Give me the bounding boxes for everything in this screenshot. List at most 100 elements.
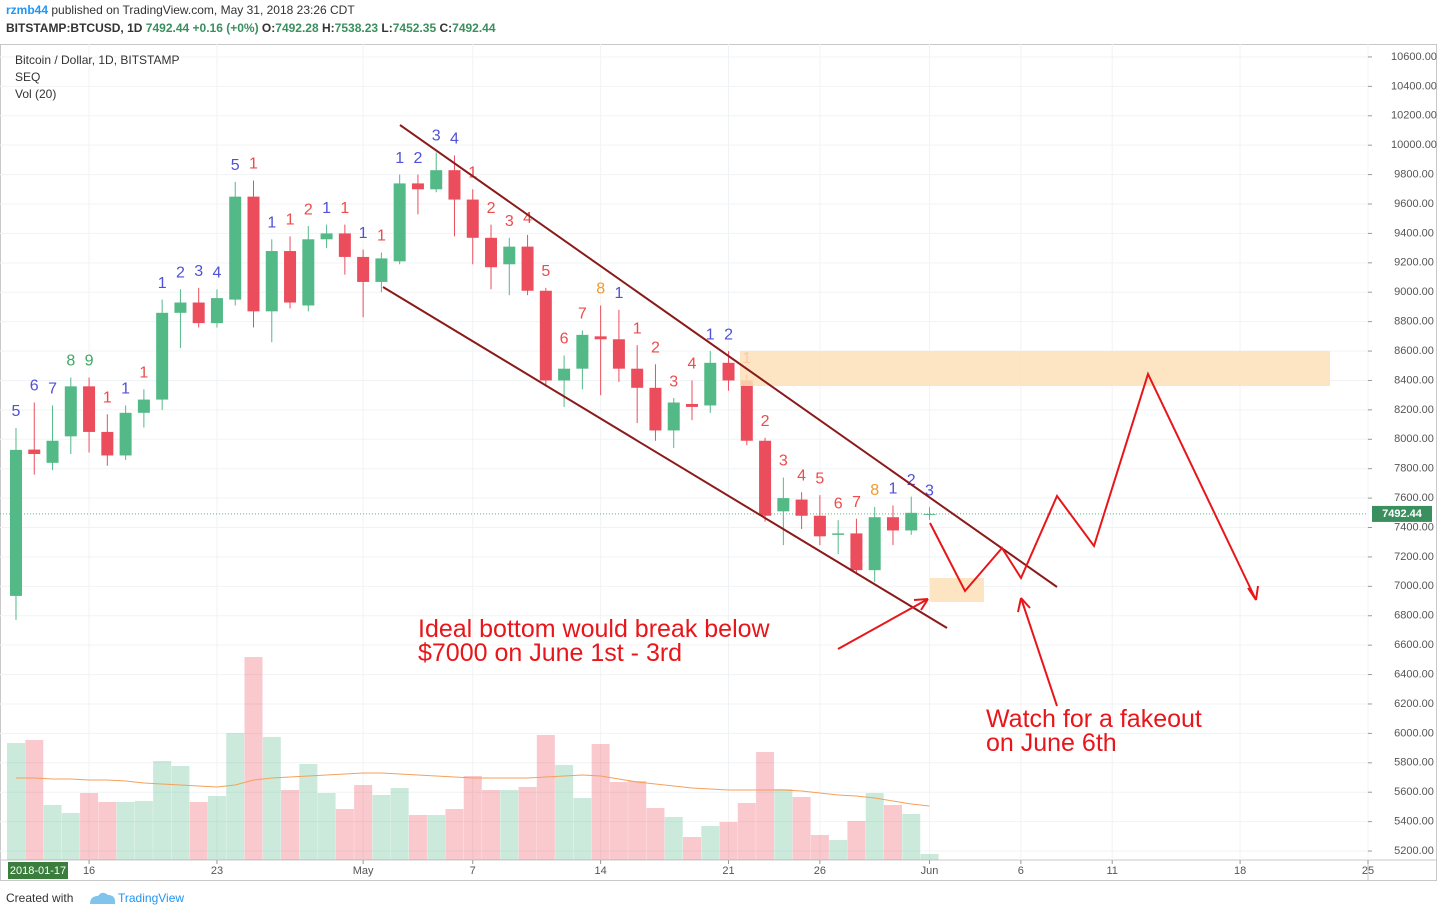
footer-brand[interactable]: TradingView [118,891,184,905]
seq-count: 7 [48,381,57,398]
arrow-head [1247,585,1259,601]
candle-body [210,298,223,324]
seq-count: 3 [669,373,678,390]
seq-count: 7 [578,306,587,323]
seq-count: 6 [560,331,569,348]
candle-body [868,517,881,571]
volume-bar [463,776,482,860]
candle-body [685,403,698,407]
seq-count: 3 [925,482,934,499]
candle-body [137,399,150,413]
seq-count: 2 [724,326,733,343]
volume-bar [573,798,592,860]
candle-body [284,251,297,303]
seq-count: 1 [395,150,404,167]
y-tick-label: 8600.00 [1394,345,1434,357]
candle-body [411,183,424,190]
o: 7492.28 [275,21,319,35]
seq-count: 1 [468,165,477,182]
volume-bar [756,752,775,860]
author[interactable]: rzmb44 [6,3,48,17]
candle-body [247,196,260,312]
seq-count: 1 [121,381,130,398]
o-label: O: [262,21,275,35]
candle-body [357,256,370,282]
seq-count: 8 [66,353,75,370]
volume-bar [372,795,391,860]
volume-bar [518,787,537,860]
seq-count: 5 [541,263,550,280]
y-tick-label: 7200.00 [1394,551,1434,563]
volume-bar [80,793,99,860]
h: 7538.23 [335,21,379,35]
seq-count: 2 [761,413,770,430]
seq-count: 1 [139,365,148,382]
volume-bar [883,805,902,860]
c-label: C: [439,21,452,35]
x-tick-label: 21 [722,865,734,877]
candle-body [9,449,22,596]
seq-count: 3 [505,213,514,230]
seq-count: 2 [304,201,313,218]
volume-bar [920,854,939,860]
volume-bar [445,809,464,860]
y-tick-label: 10400.00 [1391,80,1437,92]
volume-bar [317,793,336,860]
h-label: H: [322,21,335,35]
seq-count: 6 [30,378,39,395]
candle-body [539,290,552,381]
candle-body [338,233,351,257]
candle-body [722,362,735,381]
y-tick-label: 9400.00 [1394,227,1434,239]
candle-body [393,183,406,262]
volume-bar [134,801,153,860]
candle-body [759,440,772,516]
candle-body [265,251,278,312]
candle-body [740,380,753,441]
y-tick-label: 10000.00 [1391,139,1437,151]
seq-count: 5 [815,470,824,487]
candle-body [576,334,589,369]
candle-body [521,246,534,291]
candle-body [795,499,808,516]
volume-bar [865,793,884,860]
seq-count: 1 [889,481,898,498]
candle-body [64,386,77,437]
y-tick-label: 7800.00 [1394,463,1434,475]
y-tick-label: 10600.00 [1391,51,1437,63]
volume-bar [408,815,427,860]
y-tick-label: 6800.00 [1394,610,1434,622]
seq-count: 1 [322,200,331,217]
x-tick-label: 7 [470,865,476,877]
pointer-arrow [1020,597,1058,707]
indicator-name: Vol (20) [15,87,56,101]
seq-count: 1 [103,389,112,406]
candle-body [156,312,169,400]
volume-bar [281,790,300,860]
volume-bar [171,766,190,860]
seq-count: 2 [176,265,185,282]
seq-count: 3 [194,263,203,280]
volume-bar [810,835,829,860]
volume-bar [591,744,610,860]
volume-bar [609,782,628,860]
y-tick-label: 7000.00 [1394,580,1434,592]
candle-body [649,387,662,431]
candle-body [375,258,388,282]
y-tick-label: 10200.00 [1391,110,1437,122]
volume-bar [354,785,373,860]
y-tick-label: 8200.00 [1394,404,1434,416]
candle-body [631,368,644,388]
candle-body [485,237,498,268]
candle-body [594,336,607,340]
y-tick-label: 9200.00 [1394,257,1434,269]
last-price-box [1372,505,1432,522]
candle-body [28,449,41,454]
y-tick-label: 5200.00 [1394,845,1434,857]
candle-body [704,362,717,406]
candle-body [302,239,315,306]
seq-count: 4 [450,131,459,148]
volume-bar [6,743,25,860]
seq-count: 6 [834,495,843,512]
